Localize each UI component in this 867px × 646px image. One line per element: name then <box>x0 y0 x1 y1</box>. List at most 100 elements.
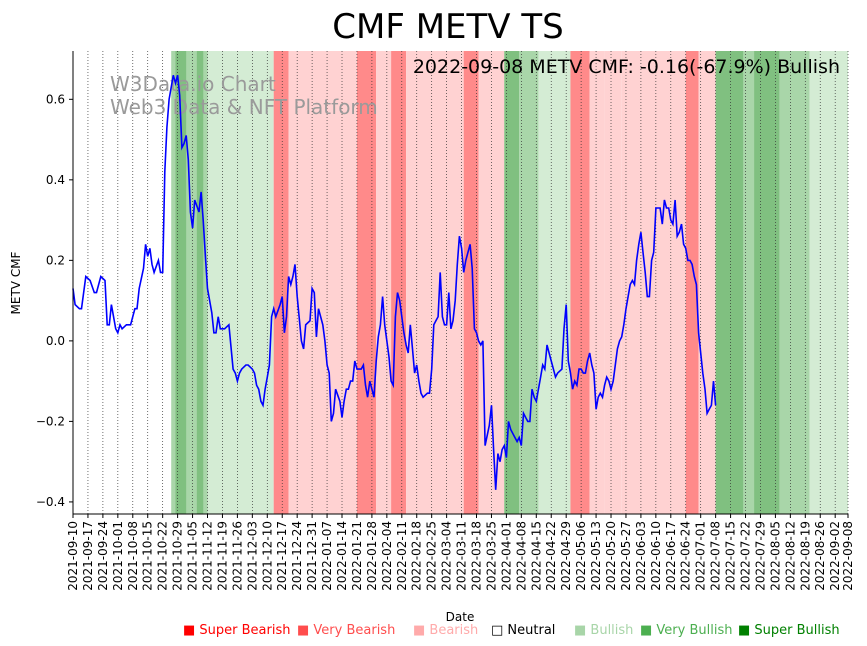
region-bullish-23 <box>743 51 755 514</box>
series-layer <box>72 74 717 490</box>
x-tick-label-20: 2022-01-28 <box>365 521 379 591</box>
legend: ■ Super Bearish ■ Very Bearish ■ Bearish □ … <box>183 623 840 638</box>
x-tick-label-43: 2022-07-08 <box>709 521 723 591</box>
region-very_bearish-16 <box>570 51 590 514</box>
x-tick-label-49: 2022-08-19 <box>798 521 812 591</box>
x-tick-label-39: 2022-06-10 <box>649 521 663 591</box>
x-tick-label-41: 2022-06-24 <box>679 521 693 591</box>
y-tick-label-4: 0.4 <box>46 173 65 187</box>
legend-item-3: □ Neutral <box>491 623 555 638</box>
x-tick-label-46: 2022-07-29 <box>753 521 767 591</box>
x-tick-label-47: 2022-08-05 <box>768 521 782 591</box>
x-tick-label-23: 2022-02-18 <box>410 521 424 591</box>
region-neutral_light-15 <box>538 51 571 514</box>
axes: −0.4 −0.2 0.0 0.2 0.4 0.6 2021-09-10 2021-09-17… <box>36 51 855 591</box>
x-tick-label-8: 2021-11-05 <box>186 521 200 591</box>
region-very_bullish-22 <box>715 51 744 514</box>
x-tick-label-38: 2022-06-03 <box>634 521 648 591</box>
x-tick-label-24: 2022-02-25 <box>425 521 439 591</box>
x-tick-label-29: 2022-04-01 <box>499 521 513 591</box>
y-tick-label-0: −0.4 <box>36 495 65 509</box>
legend-item-0: ■ Super Bearish <box>183 623 291 638</box>
x-tick-label-42: 2022-07-01 <box>694 521 708 591</box>
y-tick-label-5: 0.6 <box>46 92 65 106</box>
region-neutral_light-4 <box>207 51 274 514</box>
x-tick-label-16: 2021-12-31 <box>305 521 319 591</box>
region-bullish-14 <box>519 51 539 514</box>
region-very_bearish-9 <box>391 51 407 514</box>
y-tick-label-2: 0.0 <box>46 334 65 348</box>
x-tick-label-35: 2022-05-13 <box>589 521 603 591</box>
x-tick-label-26: 2022-03-11 <box>455 521 469 591</box>
region-bearish-21 <box>698 51 716 514</box>
region-bearish-19 <box>621 51 686 514</box>
x-tick-label-18: 2022-01-14 <box>335 521 349 591</box>
x-tick-label-9: 2021-11-12 <box>201 521 215 591</box>
region-bearish-17 <box>589 51 605 514</box>
legend-item-5: ■ Very Bullish <box>640 623 732 638</box>
x-tick-label-1: 2021-09-17 <box>81 521 95 591</box>
x-tick-label-19: 2022-01-21 <box>350 521 364 591</box>
x-tick-label-50: 2022-08-26 <box>813 521 827 591</box>
region-neutral_light-26 <box>809 51 848 514</box>
signal-regions <box>171 51 848 514</box>
legend-item-1: ■ Very Bearish <box>297 623 395 638</box>
x-tick-label-2: 2021-09-24 <box>96 521 110 591</box>
x-tick-label-52: 2022-09-08 <box>841 521 855 591</box>
x-tick-label-51: 2022-09-02 <box>828 521 842 591</box>
x-tick-label-34: 2022-05-06 <box>574 521 588 591</box>
region-very_bullish-13 <box>504 51 520 514</box>
x-axis-label: Date <box>446 610 475 624</box>
watermark-line-1: W3Data.io Chart <box>110 72 276 96</box>
x-tick-label-11: 2021-11-26 <box>230 521 244 591</box>
legend-item-4: ■ Bullish <box>574 623 633 638</box>
region-very_bullish-1 <box>175 51 187 514</box>
region-bearish-18 <box>604 51 622 514</box>
x-tick-label-15: 2021-12-24 <box>290 521 304 591</box>
x-tick-label-40: 2022-06-17 <box>664 521 678 591</box>
x-tick-label-28: 2022-03-25 <box>484 521 498 591</box>
region-bullish-25 <box>779 51 810 514</box>
x-tick-label-14: 2021-12-17 <box>275 521 289 591</box>
y-axis-label: METV CMF <box>9 251 23 314</box>
series-line-0 <box>72 74 717 490</box>
x-tick-label-10: 2021-11-19 <box>215 521 229 591</box>
x-tick-label-31: 2022-04-15 <box>529 521 543 591</box>
legend-item-2: ■ Bearish <box>413 623 478 638</box>
region-very_bearish-7 <box>356 51 377 514</box>
watermark: W3Data.io Chart Web3 Data & NFT Platform <box>110 72 378 119</box>
region-bearish-10 <box>406 51 464 514</box>
x-tick-label-13: 2021-12-10 <box>260 521 274 591</box>
x-tick-label-3: 2021-10-01 <box>111 521 125 591</box>
x-tick-label-27: 2022-03-18 <box>470 521 484 591</box>
x-tick-label-32: 2022-04-22 <box>544 521 558 591</box>
x-tick-label-48: 2022-08-12 <box>783 521 797 591</box>
x-tick-label-7: 2021-10-29 <box>171 521 185 591</box>
region-very_bearish-11 <box>463 51 479 514</box>
x-tick-label-36: 2022-05-20 <box>604 521 618 591</box>
region-very_bearish-5 <box>273 51 289 514</box>
region-very_bullish-3 <box>196 51 204 514</box>
vertical-gridlines <box>72 51 849 514</box>
legend-item-6: ■ Super Bullish <box>738 623 840 638</box>
x-tick-label-22: 2022-02-11 <box>395 521 409 591</box>
x-tick-label-12: 2021-12-03 <box>245 521 259 591</box>
x-tick-label-21: 2022-02-04 <box>380 521 394 591</box>
region-very_bearish-20 <box>685 51 699 514</box>
x-tick-label-30: 2022-04-08 <box>514 521 528 591</box>
region-bearish-6 <box>288 51 357 514</box>
region-bearish-8 <box>376 51 392 514</box>
latest-value-annotation: 2022-09-08 METV CMF: -0.16(-67.9%) Bulli… <box>413 56 840 78</box>
x-tick-label-25: 2022-03-04 <box>440 521 454 591</box>
x-tick-label-45: 2022-07-22 <box>739 521 753 591</box>
chart-title: CMF METV TS <box>332 7 563 47</box>
x-tick-label-6: 2021-10-22 <box>156 521 170 591</box>
x-tick-label-0: 2021-09-10 <box>66 521 80 591</box>
x-tick-label-37: 2022-05-27 <box>619 521 633 591</box>
x-tick-label-44: 2022-07-15 <box>724 521 738 591</box>
x-tick-label-33: 2022-04-29 <box>559 521 573 591</box>
region-very_bullish-24 <box>754 51 780 514</box>
y-tick-label-3: 0.2 <box>46 253 65 267</box>
watermark-line-2: Web3 Data & NFT Platform <box>110 95 378 119</box>
